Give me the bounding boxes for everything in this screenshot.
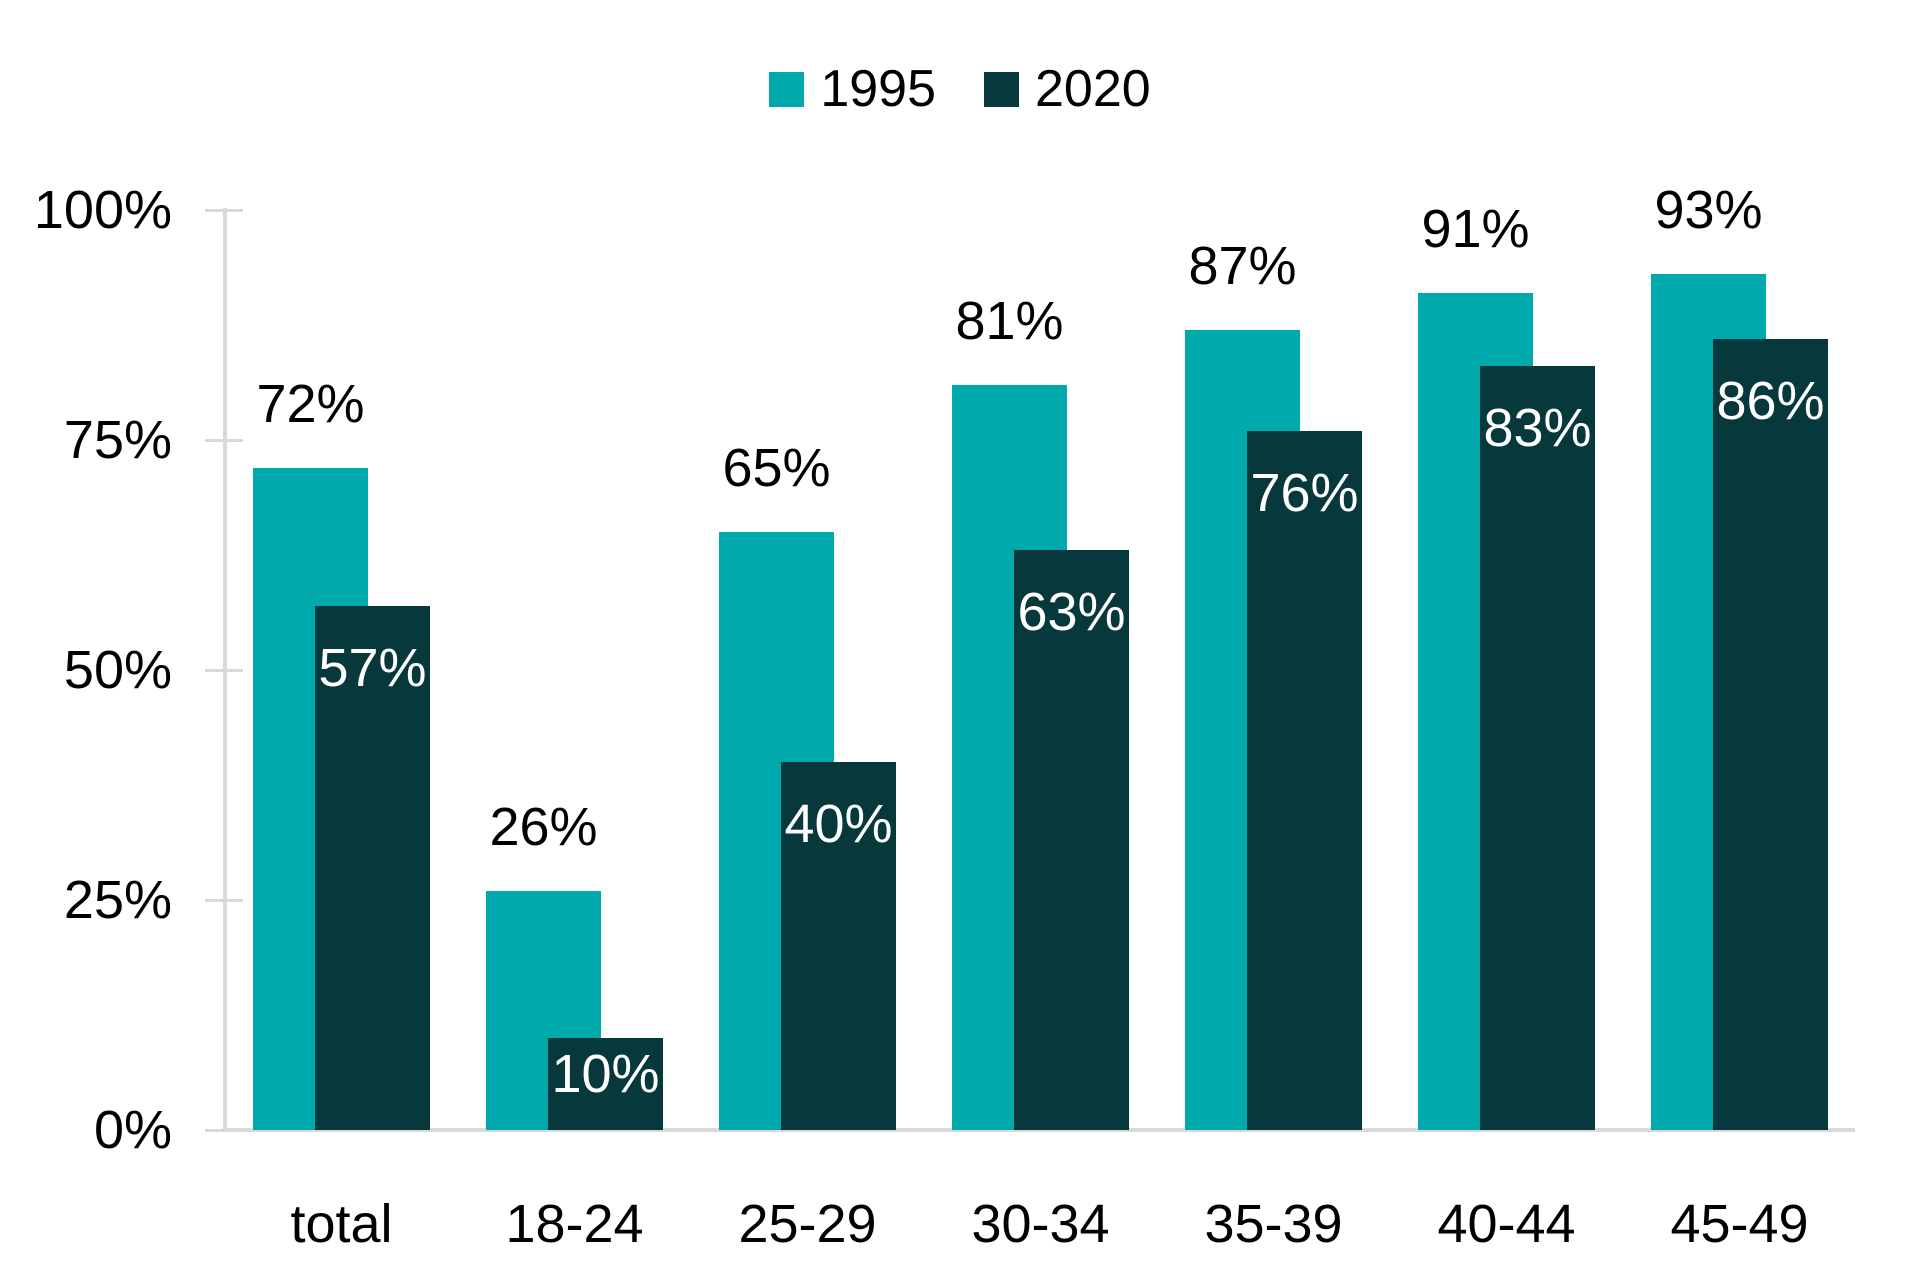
bar-2020-25-29 <box>781 762 896 1130</box>
x-category-label-30-34: 30-34 <box>971 1194 1110 1254</box>
legend-label-1995: 1995 <box>820 60 936 118</box>
legend-item-2020: 2020 <box>984 63 1151 115</box>
bar-2020-35-39 <box>1247 430 1362 1130</box>
bar-2020-40-44 <box>1480 366 1595 1130</box>
y-tick-label-25%: 25% <box>63 870 172 930</box>
value-label-2020-18-24: 10% <box>551 1044 660 1104</box>
value-label-1995-total: 72% <box>256 373 365 434</box>
legend-item-1995: 1995 <box>769 63 936 115</box>
legend-swatch-1995 <box>769 71 805 107</box>
value-label-1995-25-29: 65% <box>722 438 831 498</box>
x-category-label-18-24: 18-24 <box>505 1194 644 1254</box>
bar-2020-30-34 <box>1014 550 1129 1130</box>
value-label-1995-30-34: 81% <box>955 290 1064 351</box>
y-tick-50% <box>205 669 243 672</box>
bar-2020-total <box>315 605 430 1130</box>
x-category-label-total: total <box>290 1194 393 1254</box>
y-tick-100% <box>205 209 243 212</box>
value-label-2020-total: 57% <box>318 637 427 698</box>
value-label-2020-35-39: 76% <box>1250 462 1359 523</box>
value-label-2020-45-49: 86% <box>1716 370 1825 431</box>
value-label-1995-18-24: 26% <box>489 796 598 857</box>
legend-swatch-2020 <box>984 71 1019 107</box>
y-tick-label-75%: 75% <box>63 410 172 470</box>
y-tick-label-50%: 50% <box>63 640 172 700</box>
x-category-label-45-49: 45-49 <box>1670 1194 1809 1254</box>
y-tick-25% <box>205 899 243 902</box>
value-label-2020-30-34: 63% <box>1017 582 1126 643</box>
y-tick-75% <box>205 439 243 442</box>
legend: 1995 2020 <box>0 59 1920 119</box>
x-category-label-35-39: 35-39 <box>1204 1194 1343 1254</box>
value-label-2020-40-44: 83% <box>1483 398 1592 459</box>
value-label-1995-45-49: 93% <box>1654 180 1763 241</box>
bar-2020-18-24 <box>548 1038 663 1130</box>
x-category-label-40-44: 40-44 <box>1437 1194 1576 1254</box>
x-category-label-25-29: 25-29 <box>738 1194 877 1254</box>
bar-2020-45-49 <box>1713 338 1828 1130</box>
y-tick-label-0%: 0% <box>93 1100 172 1160</box>
y-tick-label-100%: 100% <box>33 180 172 240</box>
value-label-1995-35-39: 87% <box>1188 235 1297 296</box>
value-label-2020-25-29: 40% <box>784 794 893 854</box>
value-label-1995-40-44: 91% <box>1421 198 1530 259</box>
x-axis-line <box>223 1128 1855 1132</box>
legend-label-2020: 2020 <box>1035 60 1151 118</box>
y-tick-0% <box>205 1129 243 1132</box>
